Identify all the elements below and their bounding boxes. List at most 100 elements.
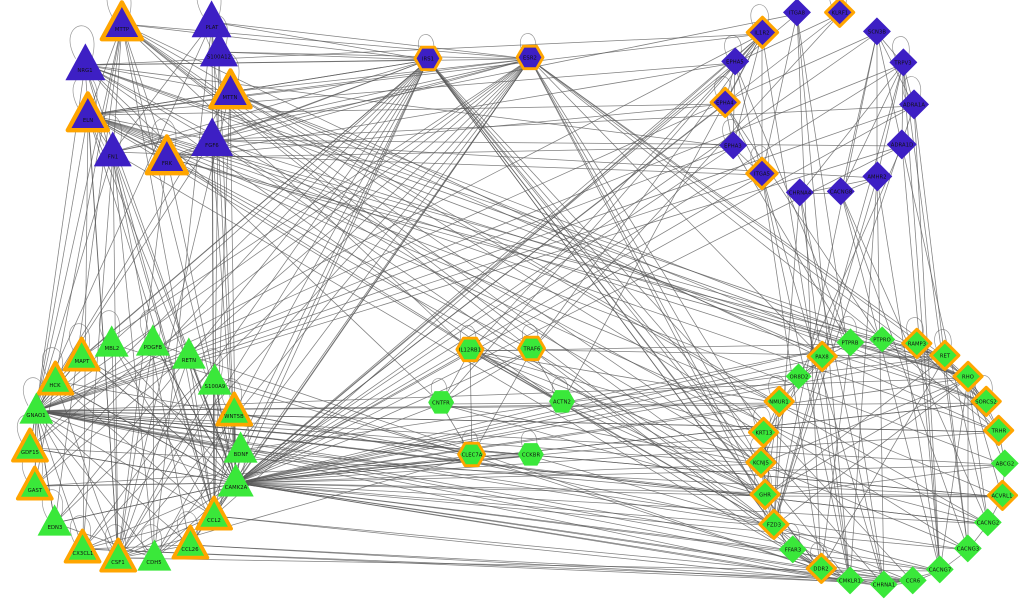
network-edge[interactable] [54, 59, 429, 382]
network-edge[interactable] [111, 343, 473, 457]
network-node-abcg2[interactable]: ABCG2 [991, 448, 1019, 477]
network-node-epha3[interactable]: EPHA3 [719, 130, 747, 159]
self-loop-edge[interactable] [714, 76, 732, 100]
network-node-hck[interactable]: HCK [36, 360, 74, 396]
network-node-adra1d[interactable]: ADRA1D [886, 128, 917, 159]
network-edge[interactable] [840, 32, 878, 194]
network-edge[interactable] [531, 349, 946, 358]
network-node-cntfr[interactable]: CNTFR [427, 390, 454, 414]
network-node-epha4[interactable]: EPHA4 [709, 86, 741, 118]
network-edge[interactable] [84, 64, 442, 405]
network-edge[interactable] [235, 482, 775, 527]
network-edge[interactable] [796, 13, 822, 571]
network-node-ffar3[interactable]: FFAR3 [778, 534, 807, 563]
network-edge[interactable] [211, 21, 531, 60]
self-loop-edge[interactable] [839, 316, 857, 340]
network-node-amhr2[interactable]: AMHR2 [862, 160, 892, 191]
network-edge[interactable] [469, 33, 763, 352]
network-node-kcnj5[interactable]: KCNJ5 [745, 446, 777, 478]
network-edge[interactable] [235, 482, 766, 497]
network-edge[interactable] [84, 64, 215, 517]
network-edge[interactable] [235, 350, 471, 484]
network-edge[interactable] [117, 342, 154, 559]
network-edge[interactable] [87, 114, 1000, 433]
network-edge[interactable] [35, 174, 763, 412]
network-node-cx3cl1[interactable]: CX3CL1 [64, 528, 102, 564]
network-edge[interactable] [229, 91, 1000, 433]
network-node-ghr[interactable]: GHR [749, 478, 781, 510]
network-edge[interactable] [440, 403, 762, 465]
network-edge[interactable] [35, 32, 878, 412]
network-edge[interactable] [235, 13, 841, 484]
network-edge[interactable] [87, 33, 763, 116]
network-edge[interactable] [235, 464, 1006, 484]
network-node-plat[interactable]: PLAT [191, 0, 232, 37]
self-loop-edge[interactable] [200, 482, 222, 511]
network-edge[interactable] [117, 91, 231, 559]
network-edge[interactable] [117, 59, 429, 559]
network-edge[interactable] [796, 13, 851, 583]
network-node-scn3b[interactable]: SCN3B [863, 16, 891, 45]
network-edge[interactable] [820, 356, 946, 571]
network-node-ptprb[interactable]: PTPRB [836, 327, 864, 356]
network-edge[interactable] [913, 105, 969, 551]
network-edge[interactable] [112, 13, 798, 153]
network-edge[interactable] [54, 59, 429, 524]
network-edge[interactable] [235, 482, 914, 583]
network-edge[interactable] [531, 343, 851, 351]
network-edge[interactable] [876, 32, 915, 107]
network-edge[interactable] [876, 177, 941, 572]
network-edge[interactable] [235, 402, 780, 484]
network-edge[interactable] [54, 482, 237, 524]
network-edge[interactable] [764, 495, 1003, 498]
network-edge[interactable] [152, 342, 155, 559]
network-edge[interactable] [820, 569, 941, 572]
network-node-gdf15[interactable]: GDF15 [11, 427, 49, 463]
network-edge[interactable] [235, 145, 903, 484]
network-edge[interactable] [35, 410, 775, 527]
network-node-krt13[interactable]: KRT13 [748, 416, 780, 448]
network-node-gnao1[interactable]: GNAO1 [19, 391, 53, 424]
network-edge[interactable] [773, 525, 941, 572]
network-node-retn[interactable]: RETN [172, 336, 206, 369]
network-edge[interactable] [840, 192, 969, 551]
network-edge[interactable] [235, 59, 429, 484]
network-edge[interactable] [427, 59, 794, 552]
network-edge[interactable] [117, 355, 190, 559]
network-edge[interactable] [214, 381, 237, 484]
network-edge[interactable] [218, 51, 531, 60]
network-edge[interactable] [121, 23, 531, 60]
network-edge[interactable] [35, 410, 242, 451]
network-node-fn1[interactable]: FN1 [94, 130, 132, 166]
network-edge[interactable] [29, 447, 237, 484]
network-edge[interactable] [773, 193, 801, 527]
network-edge[interactable] [821, 356, 946, 359]
network-edge[interactable] [235, 433, 765, 484]
network-node-eln[interactable]: ELN [65, 90, 111, 132]
network-node-nmur1[interactable]: NMUR1 [763, 385, 795, 417]
network-node-epha5[interactable]: EPHA5 [721, 46, 749, 75]
network-edge[interactable] [82, 548, 914, 583]
network-edge[interactable] [54, 23, 123, 524]
network-edge[interactable] [189, 544, 914, 583]
network-node-ramp3[interactable]: RAMP3 [901, 327, 933, 359]
network-edge[interactable] [881, 340, 969, 379]
network-edge[interactable] [111, 343, 237, 484]
network-edge[interactable] [849, 343, 969, 379]
network-edge[interactable] [211, 59, 429, 141]
network-edge[interactable] [440, 403, 766, 497]
network-edge[interactable] [529, 58, 1000, 433]
network-edge[interactable] [117, 455, 473, 559]
network-edge[interactable] [235, 377, 969, 484]
self-loop-edge[interactable] [222, 447, 245, 478]
network-edge[interactable] [35, 410, 969, 551]
network-edge[interactable] [34, 59, 429, 487]
network-edge[interactable] [84, 64, 213, 141]
network-edge[interactable] [166, 157, 766, 497]
network-edge[interactable] [235, 482, 794, 552]
network-edge[interactable] [235, 482, 989, 525]
network-edge[interactable] [469, 350, 765, 435]
network-node-mttn[interactable]: MTTN [207, 67, 253, 109]
network-node-or8d2[interactable]: OR8D2 [785, 362, 812, 389]
